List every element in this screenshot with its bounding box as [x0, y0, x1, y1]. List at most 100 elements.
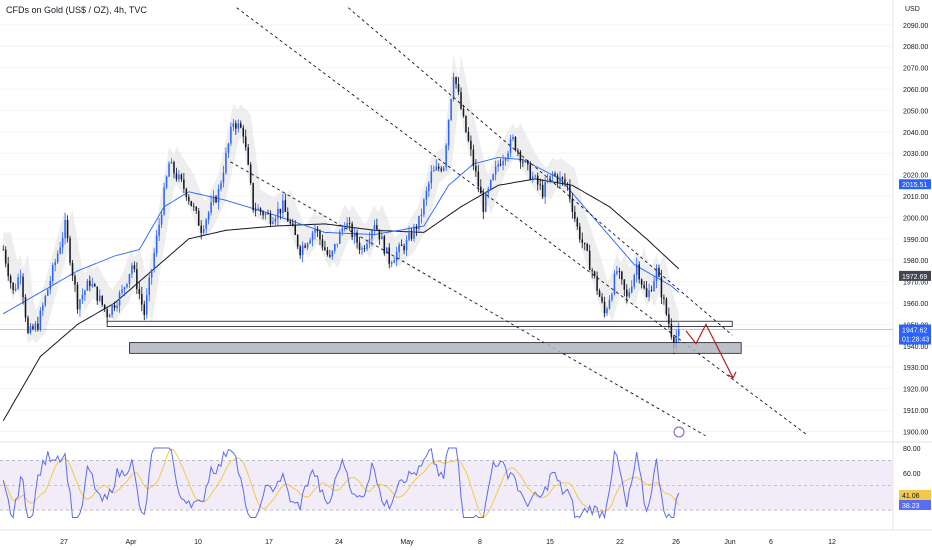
- price-tick: 2090.00: [903, 23, 928, 30]
- time-tick: May: [400, 539, 414, 546]
- candle-body: [103, 304, 106, 310]
- candle: [593, 270, 596, 279]
- candle: [628, 288, 631, 299]
- candle-body: [123, 287, 126, 290]
- candle-body: [343, 227, 346, 229]
- candle-body: [668, 314, 670, 324]
- candle-body: [368, 239, 371, 244]
- candle: [529, 161, 532, 181]
- candle: [655, 264, 658, 289]
- candle-body: [86, 280, 89, 291]
- candle-body: [499, 164, 502, 166]
- candle: [566, 182, 569, 191]
- candle-body: [252, 183, 254, 211]
- candle: [645, 281, 648, 298]
- candle-body: [477, 171, 480, 187]
- candle-body: [267, 213, 269, 215]
- candle: [361, 245, 363, 255]
- candle: [541, 179, 544, 199]
- candle: [304, 242, 306, 249]
- candle-body: [138, 289, 141, 295]
- candle: [103, 304, 106, 312]
- candle: [336, 243, 339, 248]
- candle: [383, 234, 386, 256]
- candle-body: [388, 247, 391, 264]
- candle-body: [581, 239, 584, 243]
- candle-body: [425, 190, 428, 200]
- price-tick: 2040.00: [903, 130, 928, 137]
- candle-body: [527, 160, 529, 165]
- candle-body: [566, 183, 569, 185]
- candle-body: [131, 265, 133, 274]
- candle-body: [158, 224, 160, 236]
- candle: [623, 279, 626, 297]
- candle: [54, 258, 56, 272]
- candle: [668, 307, 670, 329]
- candle: [551, 171, 554, 183]
- candle-body: [259, 208, 262, 212]
- candle-body: [435, 166, 438, 171]
- candle: [121, 284, 123, 295]
- candle-body: [638, 264, 640, 280]
- candle: [435, 159, 438, 171]
- candle: [437, 163, 440, 172]
- time-tick: 27: [60, 539, 68, 546]
- candle-body: [106, 309, 108, 318]
- candle-body: [442, 167, 445, 171]
- candle: [579, 222, 581, 243]
- candle-body: [51, 265, 54, 281]
- candle: [9, 274, 12, 289]
- candle-body: [361, 248, 363, 250]
- candle-body: [457, 84, 460, 93]
- candle: [76, 281, 79, 314]
- candle: [59, 241, 61, 255]
- candle-body: [309, 240, 311, 244]
- candle: [269, 210, 272, 228]
- candle-body: [626, 289, 628, 297]
- candle-body: [334, 244, 336, 251]
- candle-body: [188, 197, 190, 202]
- candle-body: [94, 284, 96, 287]
- candle-body: [569, 184, 571, 199]
- candle: [554, 171, 556, 177]
- event-icon: [673, 426, 685, 438]
- candle: [534, 174, 537, 178]
- candle-body: [489, 179, 492, 189]
- candle-body: [519, 151, 522, 162]
- candle-body: [282, 200, 284, 214]
- candle: [475, 159, 477, 177]
- candle: [408, 226, 410, 242]
- candle: [56, 250, 59, 264]
- candle: [113, 301, 116, 312]
- candle: [433, 165, 435, 172]
- candle: [47, 288, 49, 297]
- candle-body: [197, 210, 200, 226]
- axis-currency: USD: [905, 6, 920, 13]
- candle: [413, 223, 415, 242]
- candle: [403, 243, 405, 255]
- candle-body: [420, 214, 423, 216]
- candle-body: [148, 277, 150, 296]
- candle: [353, 227, 356, 244]
- candle-body: [314, 228, 316, 233]
- candle-body: [480, 186, 482, 194]
- candle: [643, 280, 645, 290]
- candle: [472, 144, 475, 171]
- candle: [544, 177, 546, 205]
- candle-body: [596, 276, 598, 291]
- ema-slow-price-label: 1972.69: [902, 274, 927, 281]
- candle-body: [22, 276, 24, 298]
- candle-body: [178, 174, 180, 180]
- candle-body: [338, 231, 341, 244]
- candle: [532, 171, 534, 183]
- candle-body: [373, 225, 376, 231]
- candle: [341, 224, 344, 236]
- candle-body: [69, 238, 71, 263]
- candle-body: [240, 123, 242, 128]
- candle: [299, 244, 301, 259]
- candle: [207, 210, 210, 225]
- candle: [348, 217, 351, 231]
- candle: [569, 179, 571, 203]
